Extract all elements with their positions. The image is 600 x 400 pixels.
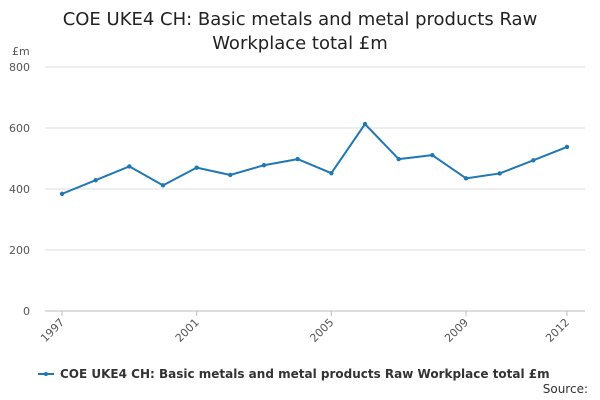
data-point xyxy=(463,176,469,181)
data-point xyxy=(93,177,98,183)
y-axis-unit-label: £m xyxy=(12,45,30,58)
data-point xyxy=(329,170,334,176)
legend-swatch-dot xyxy=(44,372,48,376)
y-tick-labels: 0 200 400 600 800 xyxy=(9,61,30,318)
data-point xyxy=(531,158,536,163)
y-tick-label: 800 xyxy=(9,61,30,74)
legend: COE UKE4 CH: Basic metals and metal prod… xyxy=(38,366,550,382)
series-line xyxy=(61,123,568,195)
x-tick-label: 2012 xyxy=(543,316,572,345)
x-tick-label: 1997 xyxy=(38,316,67,345)
legend-label: COE UKE4 CH: Basic metals and metal prod… xyxy=(60,367,550,381)
data-point xyxy=(396,156,401,162)
data-point xyxy=(228,172,233,178)
chart-title: COE UKE4 CH: Basic metals and metal prod… xyxy=(62,9,538,54)
data-point xyxy=(430,152,435,158)
x-tick-label: 2009 xyxy=(442,316,471,345)
legend-swatch xyxy=(38,368,54,380)
grid-lines xyxy=(45,66,585,251)
source-label: Source: xyxy=(542,382,588,396)
data-point xyxy=(362,121,368,127)
data-point xyxy=(127,164,132,169)
y-tick-label: 200 xyxy=(9,244,30,257)
data-point xyxy=(497,171,502,176)
data-point xyxy=(261,163,267,168)
data-point xyxy=(295,156,300,162)
data-point xyxy=(564,144,570,150)
data-point xyxy=(59,191,65,197)
x-tick-label: 2005 xyxy=(307,316,336,345)
y-tick-label: 600 xyxy=(9,122,30,135)
data-point xyxy=(160,183,166,188)
axes xyxy=(45,310,585,316)
y-tick-label: 0 xyxy=(23,305,30,318)
data-point xyxy=(194,165,199,170)
series-layer xyxy=(59,121,570,197)
y-tick-label: 400 xyxy=(9,183,30,196)
x-tick-label: 2001 xyxy=(173,316,202,345)
x-tick-labels: 1997 2001 2005 2009 2012 xyxy=(38,316,572,345)
